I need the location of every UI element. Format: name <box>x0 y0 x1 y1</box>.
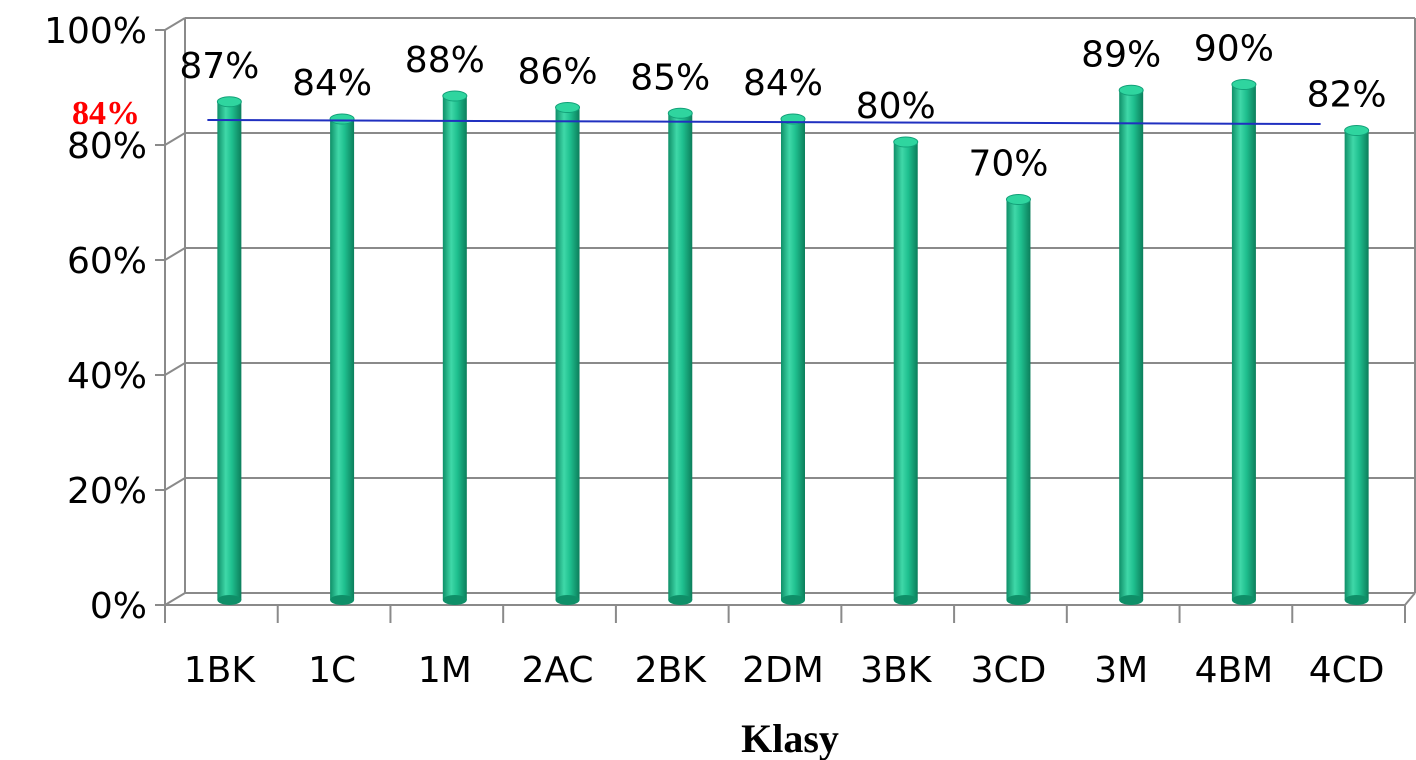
bar-top <box>1231 79 1257 90</box>
y-tick-label: 0% <box>90 586 147 627</box>
bar-body <box>668 113 693 600</box>
bar-base <box>1006 595 1031 605</box>
bar-body <box>442 96 467 600</box>
gridline-depth <box>164 247 186 261</box>
x-tick-label: 4BM <box>1195 650 1274 691</box>
x-tick-label: 2BK <box>635 650 708 691</box>
bar-top <box>667 107 693 119</box>
bar-base <box>1344 595 1369 605</box>
x-tick-label: 1M <box>418 650 472 691</box>
x-tick-label: 3BK <box>860 650 933 691</box>
bar-2DM <box>780 113 806 605</box>
data-label: 70% <box>968 144 1048 185</box>
bar-body <box>1231 84 1256 600</box>
bar-3BK <box>893 136 919 605</box>
bar-body <box>781 119 805 600</box>
bar-2AC <box>555 102 581 605</box>
bar-1C <box>329 113 355 605</box>
bar-base <box>442 595 467 605</box>
data-label: 80% <box>856 86 936 127</box>
data-label: 90% <box>1194 29 1274 70</box>
bar-body <box>330 119 355 600</box>
y-tick-label: 100% <box>44 11 147 52</box>
x-axis-title: Klasy <box>741 716 839 760</box>
x-tick-label: 1BK <box>184 650 257 691</box>
bar-top <box>329 113 355 125</box>
bar-2BK <box>667 107 693 605</box>
gridline-depth <box>164 477 186 491</box>
bar-body <box>893 142 918 600</box>
bar-top <box>216 96 242 108</box>
bar-top <box>1005 194 1031 205</box>
gridline-depth <box>164 132 186 146</box>
bar-top <box>442 90 468 102</box>
bar-base <box>1231 595 1256 605</box>
data-label: 85% <box>630 57 710 98</box>
bar-top <box>1344 125 1370 136</box>
bar-base <box>217 595 242 605</box>
data-label: 88% <box>405 40 485 81</box>
bar-base <box>781 595 805 605</box>
bar-top <box>1118 84 1144 96</box>
bar-4BM <box>1231 79 1257 605</box>
y-tick-label: 60% <box>67 241 147 282</box>
average-label: 84% <box>72 95 140 132</box>
x-tick-label: 3M <box>1094 650 1148 691</box>
bar-body <box>1006 199 1031 600</box>
gridline-depth <box>164 362 186 376</box>
data-label: 84% <box>743 63 823 104</box>
bar-base <box>668 595 693 605</box>
axes: 0% 20% 40% 60% 80% 100% 1BK 1C 1M 2AC 2BK 2DM 3BK 3CD… <box>44 11 1416 691</box>
bars <box>216 79 1370 605</box>
data-label: 87% <box>179 46 259 87</box>
data-label: 84% <box>292 63 372 104</box>
gridline-depth <box>164 17 186 31</box>
y-tick-label: 20% <box>67 471 147 512</box>
bar-1M <box>442 90 468 605</box>
x-tick-label: 2AC <box>522 650 594 691</box>
bar-base <box>555 595 580 605</box>
data-label: 89% <box>1081 34 1161 75</box>
floor-right-edge <box>1404 592 1416 606</box>
y-tick-label: 40% <box>67 356 147 397</box>
bar-body <box>555 107 580 600</box>
bar-3CD <box>1005 194 1031 605</box>
bar-top <box>893 136 919 148</box>
bar-base <box>1119 595 1144 605</box>
x-tick-label: 4CD <box>1309 650 1385 691</box>
bar-base <box>893 595 918 605</box>
bar-base <box>330 595 355 605</box>
data-label: 86% <box>518 52 598 93</box>
data-labels: 87% 84% 88% 86% 85% 84% 80% 70% 89% 90% 82% <box>179 29 1386 185</box>
bar-top <box>555 102 581 113</box>
bar-1BK <box>216 96 242 605</box>
bar-3M <box>1118 84 1144 605</box>
x-tick-label: 2DM <box>742 650 824 691</box>
average-line <box>207 119 1321 125</box>
gridline-depth <box>164 592 186 606</box>
data-label: 82% <box>1307 75 1387 116</box>
x-tick-label: 1C <box>308 650 356 691</box>
bar-body <box>1119 90 1144 600</box>
y-tick-label: 80% <box>67 126 147 167</box>
average-line-group: 84% <box>72 95 1321 132</box>
x-tick-label: 3CD <box>971 650 1047 691</box>
bar-4CD <box>1344 125 1370 605</box>
bar-body <box>217 101 242 600</box>
bar-body <box>1344 130 1369 600</box>
